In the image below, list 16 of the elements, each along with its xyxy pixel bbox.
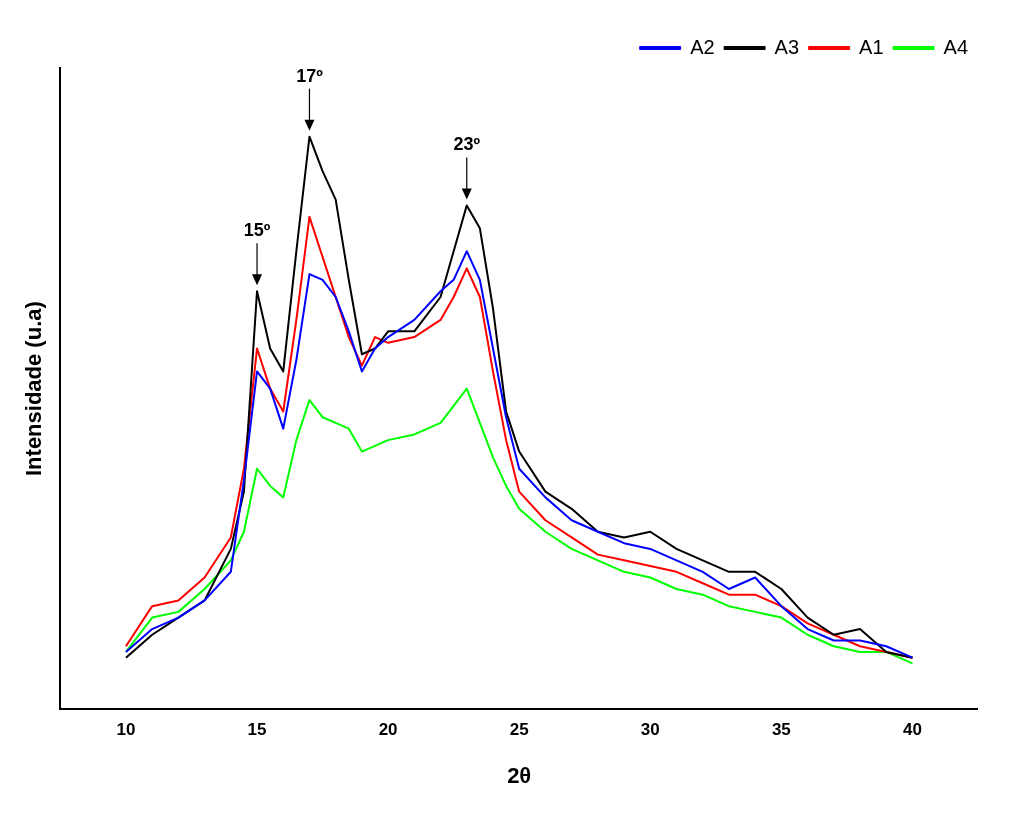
x-axis-title: 2θ	[507, 762, 532, 788]
x-tick-label: 40	[903, 720, 922, 740]
legend-label: A1	[859, 35, 884, 58]
annotation: 15º	[243, 220, 271, 241]
legend-label: A2	[690, 35, 715, 58]
x-tick-label: 30	[640, 720, 660, 740]
y-axis-title: Intensidade (u.a)	[21, 301, 47, 476]
x-tick-label: 20	[378, 720, 398, 740]
annotation: 17º	[296, 65, 324, 86]
x-tick-label: 10	[116, 720, 136, 740]
x-tick-label: 15	[247, 720, 267, 740]
legend-label: A3	[774, 35, 800, 58]
x-tick-label: 35	[771, 720, 791, 740]
x-tick-label: 25	[509, 720, 529, 740]
legend-label: A4	[943, 35, 969, 58]
annotation: 23º	[453, 134, 481, 155]
